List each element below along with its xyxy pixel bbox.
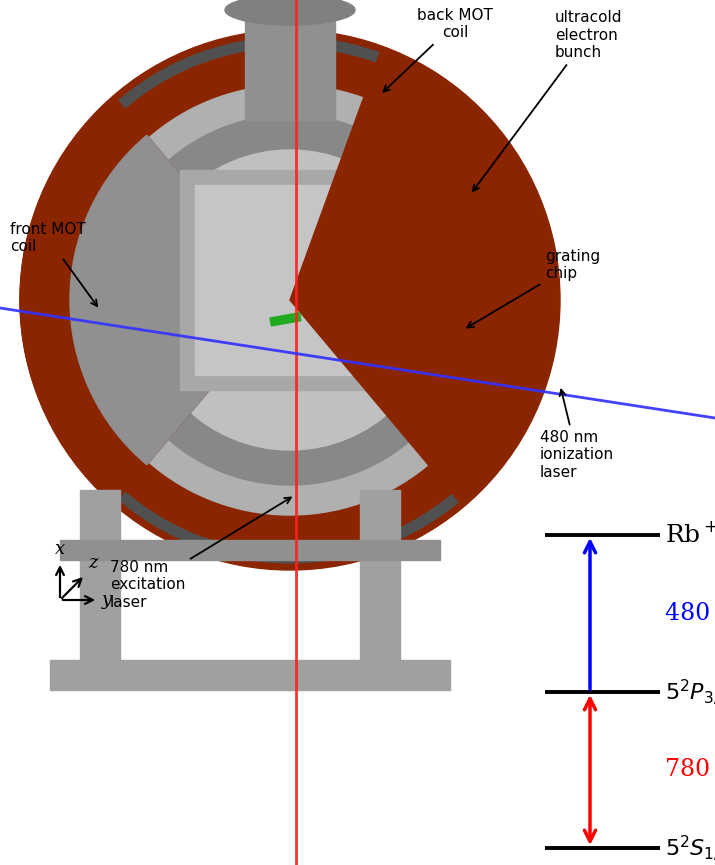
Bar xyxy=(270,313,301,326)
Text: back MOT
coil: back MOT coil xyxy=(383,8,493,92)
Text: $5^2S_{1/2}$: $5^2S_{1/2}$ xyxy=(665,833,715,862)
Text: 480 nm
ionization
laser: 480 nm ionization laser xyxy=(540,389,614,480)
Text: $5^2P_{3/2}$: $5^2P_{3/2}$ xyxy=(665,677,715,707)
Text: 780 nm
excitation
laser: 780 nm excitation laser xyxy=(110,497,291,610)
Circle shape xyxy=(105,115,475,485)
Text: z: z xyxy=(88,554,97,572)
Text: grating
chip: grating chip xyxy=(467,249,600,328)
Bar xyxy=(245,10,335,120)
Wedge shape xyxy=(290,51,555,503)
Text: 480 nm: 480 nm xyxy=(665,603,715,625)
Bar xyxy=(360,490,400,670)
Circle shape xyxy=(140,150,440,450)
Circle shape xyxy=(20,30,560,570)
Bar xyxy=(80,490,120,670)
Text: y: y xyxy=(102,591,112,609)
Text: ultracold
electron
bunch: ultracold electron bunch xyxy=(473,10,623,191)
Ellipse shape xyxy=(225,0,355,25)
Bar xyxy=(180,170,400,390)
Wedge shape xyxy=(20,97,285,503)
Text: front MOT
coil: front MOT coil xyxy=(10,221,97,306)
Bar xyxy=(195,185,385,375)
Text: 780 nm: 780 nm xyxy=(665,759,715,781)
Wedge shape xyxy=(70,135,285,465)
Circle shape xyxy=(75,85,505,515)
Bar xyxy=(60,540,440,560)
Text: x: x xyxy=(55,540,65,558)
Bar xyxy=(50,660,450,690)
Text: Rb$^+$: Rb$^+$ xyxy=(665,522,715,548)
